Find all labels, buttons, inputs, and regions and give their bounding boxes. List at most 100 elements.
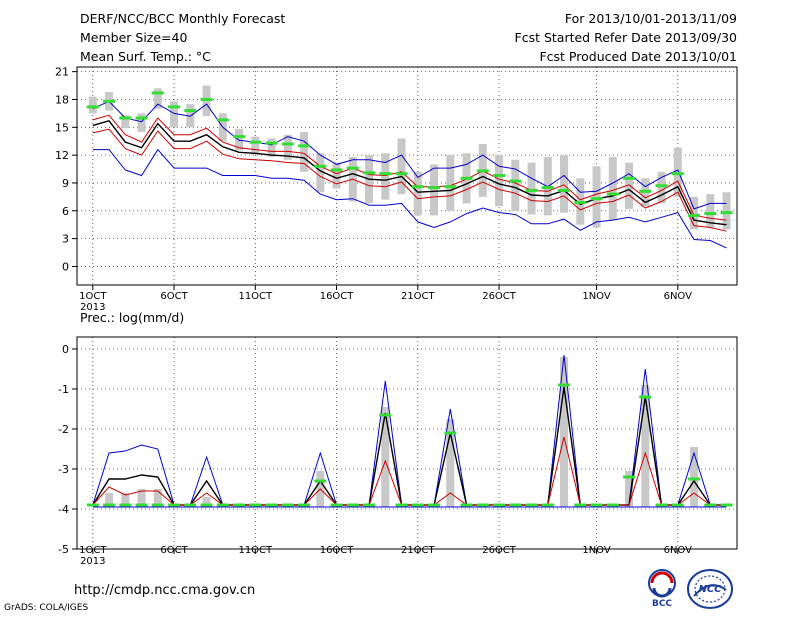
observed-marker bbox=[476, 503, 489, 507]
observed-marker bbox=[346, 503, 359, 507]
observed-marker bbox=[184, 503, 197, 507]
observed-marker bbox=[574, 200, 587, 204]
temperature-panel: 0 3 6 9 12 15 18 21 1OCT 6OCT 11OCT 16OCT 21OCT 26OCT… bbox=[55, 66, 738, 313]
spread-box bbox=[690, 447, 699, 507]
spread-box bbox=[202, 497, 211, 507]
spread-box bbox=[121, 115, 130, 129]
observed-marker bbox=[314, 479, 327, 483]
observed-marker bbox=[606, 192, 619, 196]
source-url[interactable]: http://cmdp.ncc.cma.gov.cn bbox=[74, 583, 256, 598]
y-tick-label: 6 bbox=[62, 205, 69, 218]
series-line-lower bbox=[92, 148, 727, 249]
spread-box bbox=[625, 162, 634, 209]
observed-marker bbox=[86, 503, 99, 507]
observed-marker bbox=[200, 503, 213, 507]
observed-marker bbox=[655, 503, 668, 507]
observed-marker bbox=[200, 97, 213, 101]
grads-credit: GrADS: COLA/IGES bbox=[4, 603, 89, 613]
x-tick-label: 26OCT bbox=[482, 545, 517, 556]
spread-box bbox=[446, 419, 455, 507]
series-line-inner_bound bbox=[92, 436, 727, 506]
observed-marker bbox=[216, 118, 229, 122]
y-tick-label: 3 bbox=[62, 233, 69, 246]
spread-box bbox=[251, 136, 260, 156]
x-tick-label: 6OCT bbox=[160, 545, 188, 556]
observed-marker bbox=[639, 395, 652, 399]
x-tick-label: 16OCT bbox=[320, 291, 355, 302]
spread-box bbox=[560, 357, 569, 507]
precip-panel-title: Prec.: log(mm/d) bbox=[80, 310, 184, 325]
y-tick-label: 21 bbox=[55, 66, 69, 79]
observed-marker bbox=[623, 176, 636, 180]
y-tick-label: -5 bbox=[58, 543, 69, 556]
y-tick-label: 0 bbox=[62, 343, 69, 356]
spread-box bbox=[153, 88, 162, 109]
ncc-logo: NCC bbox=[687, 569, 733, 609]
observed-marker bbox=[460, 503, 473, 507]
observed-marker bbox=[330, 168, 343, 172]
observed-marker bbox=[379, 172, 392, 176]
x-tick-label: 6OCT bbox=[160, 291, 188, 302]
y-tick-label: -4 bbox=[58, 503, 69, 516]
observed-marker bbox=[265, 141, 278, 145]
observed-marker bbox=[314, 164, 327, 168]
y-tick-label: -2 bbox=[58, 423, 69, 436]
precipitation-panel: Prec.: log(mm/d) -5 -4 -3 -2 -1 0 1OCT 6OCT 11OCT… bbox=[58, 310, 738, 567]
observed-marker bbox=[655, 184, 668, 188]
observed-marker bbox=[704, 212, 717, 216]
observed-marker bbox=[525, 188, 538, 192]
observed-marker bbox=[460, 176, 473, 180]
spread-box bbox=[381, 407, 390, 507]
observed-marker bbox=[119, 116, 132, 120]
observed-marker bbox=[476, 169, 489, 173]
x-tick-label: 6NOV bbox=[664, 291, 693, 302]
x-tick-label: 11OCT bbox=[238, 291, 273, 302]
observed-marker bbox=[590, 197, 603, 201]
spread-box bbox=[592, 166, 601, 228]
produced-date: Fcst Produced Date 2013/10/01 bbox=[539, 49, 737, 64]
spread-box bbox=[495, 155, 504, 207]
observed-marker bbox=[704, 503, 717, 507]
member-size-label: Member Size=40 bbox=[80, 30, 188, 45]
spread-box bbox=[88, 96, 97, 114]
x-year-label: 2013 bbox=[80, 556, 105, 567]
chart-title: DERF/NCC/BCC Monthly Forecast bbox=[80, 11, 286, 26]
observed-marker bbox=[346, 166, 359, 170]
spread-box bbox=[641, 385, 650, 507]
observed-marker bbox=[330, 503, 343, 507]
spread-box bbox=[690, 196, 699, 230]
observed-marker bbox=[379, 413, 392, 417]
observed-marker bbox=[590, 503, 603, 507]
observed-marker bbox=[363, 171, 376, 175]
spread-box bbox=[121, 493, 130, 507]
observed-marker bbox=[249, 503, 262, 507]
spread-box bbox=[560, 155, 569, 213]
observed-marker bbox=[574, 503, 587, 507]
x-tick-label: 21OCT bbox=[401, 545, 436, 556]
spread-box bbox=[430, 164, 439, 216]
observed-marker bbox=[119, 503, 132, 507]
x-tick-label: 1OCT bbox=[79, 545, 107, 556]
observed-marker bbox=[395, 503, 408, 507]
observed-marker bbox=[558, 383, 571, 387]
x-tick-label: 6NOV bbox=[664, 545, 693, 556]
observed-marker bbox=[411, 503, 424, 507]
spread-box bbox=[608, 156, 617, 221]
y-tick-label: -3 bbox=[58, 463, 69, 476]
observed-marker bbox=[135, 503, 148, 507]
observed-marker bbox=[493, 503, 506, 507]
observed-marker bbox=[184, 109, 197, 113]
y-tick-label: 18 bbox=[55, 93, 69, 106]
observed-marker bbox=[168, 105, 181, 109]
forecast-period: For 2013/10/01-2013/11/09 bbox=[564, 11, 737, 26]
spread-box bbox=[511, 159, 520, 211]
spread-box bbox=[300, 131, 309, 172]
observed-marker bbox=[720, 211, 733, 215]
observed-marker bbox=[298, 503, 311, 507]
observed-marker bbox=[265, 503, 278, 507]
observed-marker bbox=[493, 174, 506, 178]
observed-marker bbox=[558, 188, 571, 192]
observed-marker bbox=[606, 503, 619, 507]
observed-marker bbox=[86, 105, 99, 109]
